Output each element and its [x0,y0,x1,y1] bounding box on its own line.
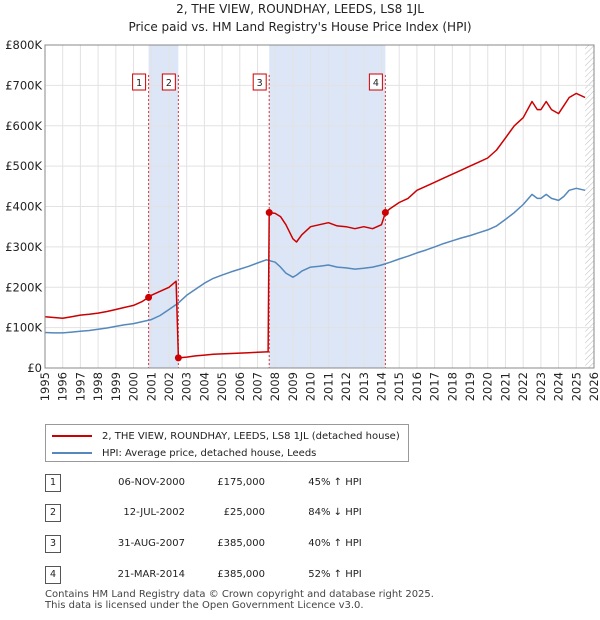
sale-date: 21-MAR-2014 [117,569,185,580]
legend-label-hpi: HPI: Average price, detached house, Leed… [102,447,317,459]
sale-number-badge: 1 [45,474,61,492]
sale-date: 31-AUG-2007 [117,538,185,549]
x-tick-label: 2009 [286,372,300,401]
legend-item-hpi: HPI: Average price, detached house, Leed… [52,445,316,461]
price-chart: 2, THE VIEW, ROUNDHAY, LEEDS, LS8 1JL Pr… [5,2,600,401]
x-tick-label: 2019 [463,372,477,401]
x-tick-label: 2001 [144,372,158,401]
sale-price: £25,000 [223,507,265,518]
sale-number-badge: 3 [45,535,61,553]
y-tick-label: £0 [27,361,42,375]
x-tick-label: 2006 [233,372,247,401]
sale-date: 06-NOV-2000 [118,477,185,488]
x-tick-label: 2010 [304,372,318,401]
y-tick-label: £600K [5,119,42,133]
x-tick-label: 2003 [180,372,194,401]
attribution-footer: Contains HM Land Registry data © Crown c… [45,589,434,611]
x-tick-label: 2007 [251,372,265,401]
x-tick-label: 2022 [516,372,530,401]
legend-swatch-hpi [52,452,92,454]
sale-marker-box [368,73,383,91]
sale-marker-box [132,73,147,91]
x-tick-label: 1995 [38,372,52,401]
plot-border [44,44,595,369]
sale-point [174,354,182,362]
x-tick-label: 2015 [392,372,406,401]
sale-marker-label: 1 [136,78,142,89]
x-tick-label: 2011 [321,372,335,401]
sale-hpi-change: 45% ↑ HPI [308,477,362,488]
sale-hpi-change: 52% ↑ HPI [308,569,362,580]
x-tick-label: 2005 [215,372,229,401]
table-row: 2 12-JUL-2002 £25,000 84% ↓ HPI [45,504,385,522]
sale-hpi-change: 40% ↑ HPI [308,538,362,549]
sale-price: £175,000 [217,477,265,488]
sale-point [265,209,273,217]
sale-hpi-change: 84% ↓ HPI [308,507,362,518]
x-tick-label: 2014 [374,372,388,401]
x-tick-label: 2013 [357,372,371,401]
y-tick-label: £200K [5,280,42,294]
legend: 2, THE VIEW, ROUNDHAY, LEEDS, LS8 1JL (d… [45,424,409,462]
y-tick-label: £300K [5,240,42,254]
sale-marker-label: 2 [166,78,172,89]
y-tick-label: £700K [5,78,42,92]
legend-item-property: 2, THE VIEW, ROUNDHAY, LEEDS, LS8 1JL (d… [52,428,400,444]
x-tick-label: 2025 [569,372,583,401]
y-tick-label: £400K [5,200,42,214]
x-tick-label: 2004 [197,372,211,401]
x-tick-label: 2002 [162,372,176,401]
x-tick-label: 2023 [534,372,548,401]
chart-title: 2, THE VIEW, ROUNDHAY, LEEDS, LS8 1JL [176,2,424,16]
x-tick-label: 2016 [410,372,424,401]
sale-marker-box [161,73,176,91]
legend-label-property: 2, THE VIEW, ROUNDHAY, LEEDS, LS8 1JL (d… [102,430,400,442]
chart-subtitle: Price paid vs. HM Land Registry's House … [128,20,471,34]
legend-swatch-property [52,435,92,437]
x-tick-label: 2008 [268,372,282,401]
x-tick-label: 2020 [481,372,495,401]
x-tick-label: 1998 [91,372,105,401]
y-tick-label: £100K [5,321,42,335]
x-tick-label: 2026 [587,372,600,401]
x-tick-label: 2021 [498,372,512,401]
attribution-line-2: This data is licensed under the Open Gov… [45,600,364,611]
sale-price: £385,000 [217,538,265,549]
table-row: 3 31-AUG-2007 £385,000 40% ↑ HPI [45,535,385,553]
x-tick-label: 2017 [428,372,442,401]
x-tick-label: 2000 [127,372,141,401]
sale-number-badge: 2 [45,504,61,522]
sale-marker-label: 4 [373,78,379,89]
y-tick-label: £800K [5,38,42,52]
sale-point [381,209,389,217]
attribution-line-1: Contains HM Land Registry data © Crown c… [45,589,434,600]
table-row: 1 06-NOV-2000 £175,000 45% ↑ HPI [45,474,385,492]
table-row: 4 21-MAR-2014 £385,000 52% ↑ HPI [45,566,385,584]
x-tick-label: 2024 [552,372,566,401]
y-tick-label: £500K [5,159,42,173]
x-tick-label: 1996 [56,372,70,401]
sale-price: £385,000 [217,569,265,580]
x-tick-label: 2018 [445,372,459,401]
x-tick-label: 2012 [339,372,353,401]
x-tick-label: 1997 [73,372,87,401]
sale-marker-box [252,73,267,91]
sale-number-badge: 4 [45,566,61,584]
hpi-line [44,187,586,334]
x-tick-label: 1999 [109,372,123,401]
sale-date: 12-JUL-2002 [123,507,185,518]
sale-marker-label: 3 [257,78,263,89]
sale-point [145,293,153,301]
